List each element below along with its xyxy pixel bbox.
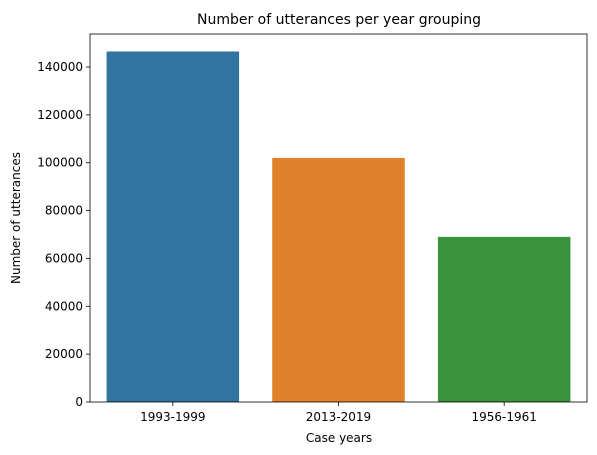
bar-1993-1999 (106, 51, 240, 402)
bars-group (106, 51, 571, 402)
x-tick-label: 2013-2019 (306, 410, 371, 424)
y-tick-label: 0 (75, 395, 83, 409)
y-axis-label: Number of utterances (9, 152, 23, 284)
y-tick-label: 100000 (37, 156, 83, 170)
y-tick-label: 20000 (45, 347, 83, 361)
chart-title: Number of utterances per year grouping (197, 12, 481, 28)
x-axis-label: Case years (306, 431, 372, 445)
bar-2013-2019 (272, 157, 405, 402)
x-tick-label: 1993-1999 (140, 410, 205, 424)
y-tick-label: 40000 (45, 299, 83, 313)
x-tick-label: 1956-1961 (471, 410, 536, 424)
y-tick-label: 80000 (45, 204, 83, 218)
y-tick-label: 120000 (37, 108, 83, 122)
y-tick-label: 140000 (37, 60, 83, 74)
bar-1956-1961 (437, 236, 571, 402)
y-tick-label: 60000 (45, 251, 83, 265)
y-axis-ticks: 0 20000 40000 60000 80000 100000 120000 140000 (37, 60, 90, 409)
x-axis-ticks: 1993-1999 2013-2019 1956-1961 (140, 402, 537, 424)
plot-area-frame (89, 33, 588, 403)
